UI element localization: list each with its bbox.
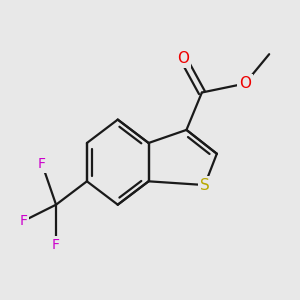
Text: F: F (52, 238, 60, 252)
Text: F: F (19, 214, 27, 228)
Text: F: F (38, 157, 46, 171)
Text: S: S (200, 178, 210, 193)
Text: O: O (177, 51, 189, 66)
Text: O: O (239, 76, 251, 91)
